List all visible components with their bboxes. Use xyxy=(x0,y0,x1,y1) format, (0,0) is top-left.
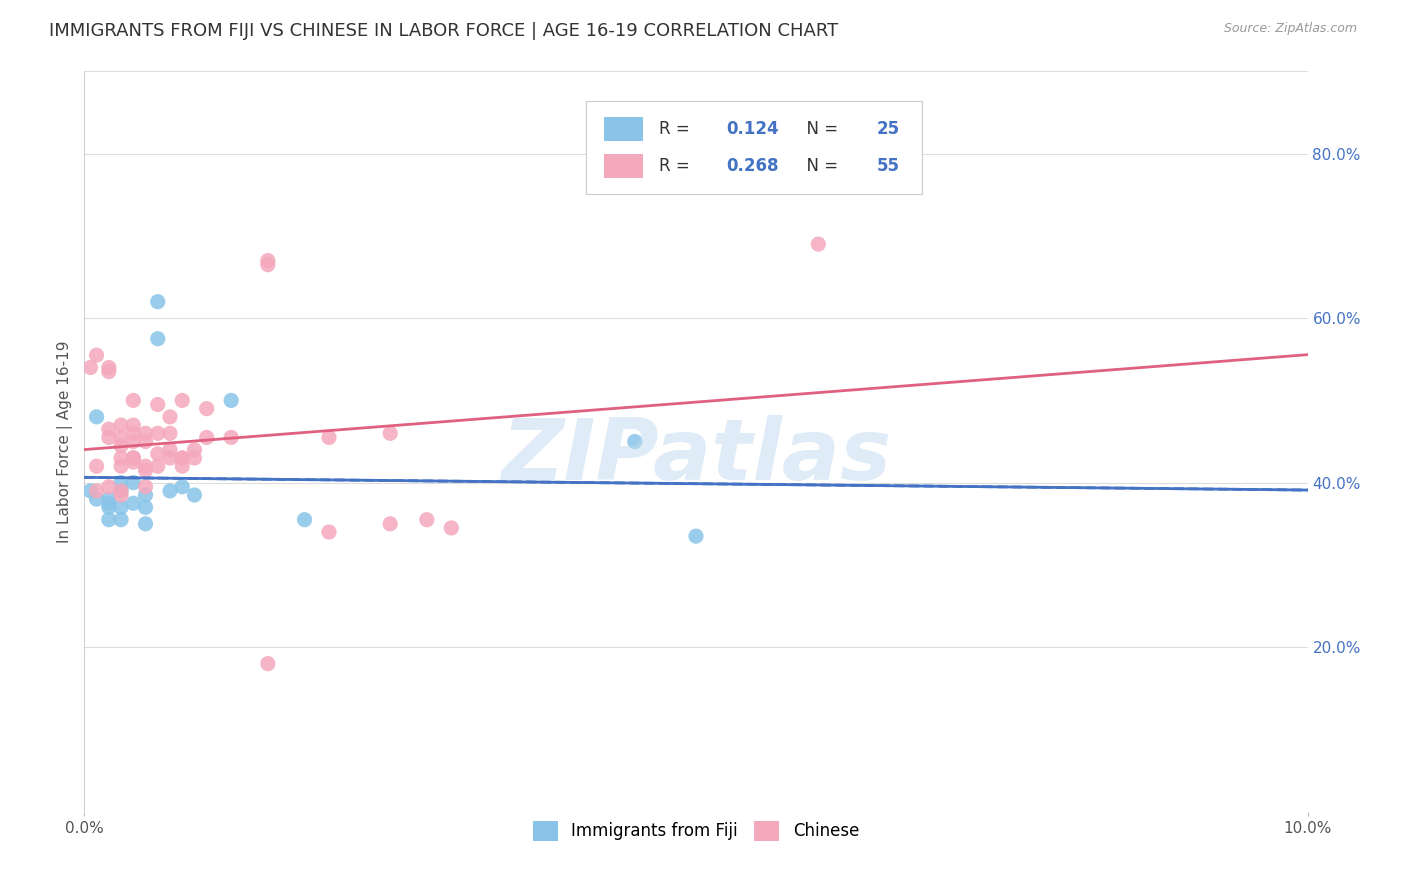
Point xyxy=(97,496,120,510)
Point xyxy=(146,332,169,346)
Point xyxy=(257,258,280,272)
Point xyxy=(97,365,120,379)
Point xyxy=(97,360,120,375)
Point xyxy=(172,459,194,474)
Point xyxy=(122,450,145,465)
Text: ZIPatlas: ZIPatlas xyxy=(501,415,891,498)
Point xyxy=(146,459,169,474)
Point xyxy=(159,450,181,465)
Point xyxy=(135,516,157,531)
Point xyxy=(86,459,108,474)
Point xyxy=(159,409,181,424)
Text: Source: ZipAtlas.com: Source: ZipAtlas.com xyxy=(1223,22,1357,36)
Point xyxy=(195,430,218,444)
Point xyxy=(195,401,218,416)
Point xyxy=(122,475,145,490)
Point xyxy=(159,483,181,498)
Point xyxy=(110,500,132,515)
Point xyxy=(172,393,194,408)
FancyBboxPatch shape xyxy=(605,117,644,141)
Point xyxy=(86,348,108,362)
Point xyxy=(110,483,132,498)
Point xyxy=(110,483,132,498)
Text: IMMIGRANTS FROM FIJI VS CHINESE IN LABOR FORCE | AGE 16-19 CORRELATION CHART: IMMIGRANTS FROM FIJI VS CHINESE IN LABOR… xyxy=(49,22,838,40)
Point xyxy=(318,430,340,444)
Point xyxy=(122,393,145,408)
Text: 0.268: 0.268 xyxy=(727,157,779,175)
Point xyxy=(172,450,194,465)
Point xyxy=(183,450,205,465)
Point xyxy=(86,483,108,498)
Point xyxy=(135,426,157,441)
Point xyxy=(294,513,316,527)
Point xyxy=(380,516,402,531)
Point xyxy=(97,422,120,436)
Text: 0.124: 0.124 xyxy=(727,120,779,138)
Point xyxy=(122,450,145,465)
Legend: Immigrants from Fiji, Chinese: Immigrants from Fiji, Chinese xyxy=(526,814,866,847)
Text: R =: R = xyxy=(659,157,696,175)
Point xyxy=(110,513,132,527)
Point xyxy=(135,488,157,502)
Point xyxy=(97,480,120,494)
FancyBboxPatch shape xyxy=(605,154,644,178)
Point xyxy=(380,426,402,441)
Point xyxy=(97,500,120,515)
Point xyxy=(440,521,463,535)
Point xyxy=(135,500,157,515)
Point xyxy=(122,434,145,449)
Point xyxy=(146,447,169,461)
Text: 55: 55 xyxy=(877,157,900,175)
Point xyxy=(146,294,169,309)
Point xyxy=(135,480,157,494)
Point xyxy=(79,360,101,375)
Point xyxy=(159,426,181,441)
Point xyxy=(110,459,132,474)
Point xyxy=(122,455,145,469)
Point xyxy=(135,434,157,449)
Text: R =: R = xyxy=(659,120,696,138)
Point xyxy=(97,513,120,527)
Point xyxy=(183,442,205,457)
Point xyxy=(110,475,132,490)
Point xyxy=(86,409,108,424)
Point xyxy=(110,430,132,444)
Point xyxy=(146,426,169,441)
Text: 25: 25 xyxy=(877,120,900,138)
Text: N =: N = xyxy=(796,120,844,138)
Point xyxy=(219,430,242,444)
Point xyxy=(257,657,280,671)
Point xyxy=(110,450,132,465)
Point xyxy=(122,426,145,441)
Point xyxy=(318,524,340,539)
Point xyxy=(135,459,157,474)
Point xyxy=(172,450,194,465)
Point xyxy=(86,492,108,507)
Point xyxy=(685,529,707,543)
Point xyxy=(110,418,132,433)
Point xyxy=(122,496,145,510)
Point xyxy=(97,492,120,507)
Y-axis label: In Labor Force | Age 16-19: In Labor Force | Age 16-19 xyxy=(58,340,73,543)
Point xyxy=(172,480,194,494)
Point xyxy=(122,450,145,465)
Point xyxy=(257,253,280,268)
Point xyxy=(97,430,120,444)
Text: N =: N = xyxy=(796,157,844,175)
Point xyxy=(219,393,242,408)
Point xyxy=(624,434,647,449)
Point xyxy=(807,237,830,252)
Point xyxy=(110,439,132,453)
FancyBboxPatch shape xyxy=(586,101,922,194)
Point xyxy=(110,488,132,502)
Point xyxy=(146,398,169,412)
Point xyxy=(416,513,439,527)
Point xyxy=(135,463,157,477)
Point xyxy=(79,483,101,498)
Point xyxy=(159,442,181,457)
Point xyxy=(183,488,205,502)
Point xyxy=(122,418,145,433)
